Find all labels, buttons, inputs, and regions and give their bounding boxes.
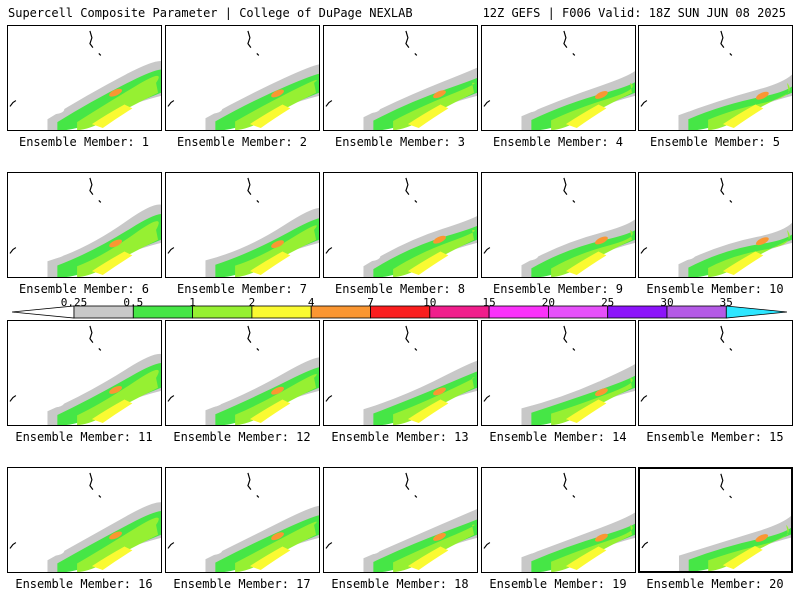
ensemble-member-map[interactable] [481,25,636,131]
map-plot [325,30,477,130]
ensemble-member-label: Ensemble Member: 18 [331,577,469,591]
ensemble-member-map[interactable] [165,467,320,573]
model-run-info: 12Z GEFS | F006 Valid: 18Z SUN JUN 08 20… [482,6,786,20]
colorbar-tick-label: 0.5 [123,296,144,309]
ensemble-member-map[interactable] [638,467,793,573]
ensemble-member-map[interactable] [165,25,320,131]
map-plot [640,30,792,130]
colorbar-tick-label: 1 [189,296,196,309]
ensemble-member-map[interactable] [7,172,162,278]
colorbar-tick-label: 2 [248,296,256,309]
ensemble-member-map[interactable] [481,320,636,426]
ensemble-member-map[interactable] [323,25,478,131]
map-plot [483,177,635,277]
ensemble-member-map[interactable] [165,320,320,426]
ensemble-member-label: Ensemble Member: 20 [646,577,784,591]
ensemble-member-label: Ensemble Member: 1 [18,135,150,149]
map-plot [640,325,733,402]
colorbar-segment [607,305,668,319]
ensemble-member-map[interactable] [481,172,636,278]
map-plot [167,30,319,130]
ensemble-member-label: Ensemble Member: 19 [489,577,627,591]
colorbar-segment [370,305,431,319]
ensemble-member-label: Ensemble Member: 15 [646,430,784,444]
ensemble-member-label: Ensemble Member: 10 [646,282,784,296]
ensemble-member-label: Ensemble Member: 14 [489,430,627,444]
ensemble-member-label: Ensemble Member: 11 [15,430,153,444]
ensemble-member-map[interactable] [323,320,478,426]
colorbar-tick-label: 35 [719,296,733,309]
colorbar-segment [548,305,609,319]
map-plot [167,177,319,277]
ensemble-member-label: Ensemble Member: 2 [176,135,308,149]
colorbar-tick-label: 4 [307,296,315,309]
map-plot [9,30,161,130]
ensemble-member-label: Ensemble Member: 13 [331,430,469,444]
ensemble-member-label: Ensemble Member: 5 [649,135,781,149]
ensemble-member-map[interactable] [323,172,478,278]
ensemble-member-label: Ensemble Member: 3 [334,135,466,149]
ensemble-member-map[interactable] [638,320,793,426]
ensemble-member-label: Ensemble Member: 8 [334,282,466,296]
ensemble-member-map[interactable] [638,172,793,278]
colorbar-segment [488,305,549,319]
ensemble-member-label: Ensemble Member: 12 [173,430,311,444]
colorbar-arrow-high [725,305,787,319]
colorbar-segment [310,305,371,319]
color-scale-bar [12,305,787,319]
map-plot [483,325,635,425]
ensemble-member-label: Ensemble Member: 6 [18,282,150,296]
map-plot [483,472,635,572]
map-plot [167,472,319,572]
colorbar-segment [192,305,253,319]
ensemble-member-map[interactable] [481,467,636,573]
map-plot [325,177,477,277]
colorbar-segment [251,305,312,319]
map-plot [325,472,477,572]
colorbar-tick-label: 20 [541,296,556,309]
map-plot [483,30,635,130]
map-plot [641,473,791,571]
colorbar-tick-label: 25 [601,296,615,309]
ensemble-member-label: Ensemble Member: 9 [492,282,624,296]
colorbar-tick-label: 7 [367,296,374,309]
ensemble-member-map[interactable] [323,467,478,573]
ensemble-member-map[interactable] [638,25,793,131]
ensemble-member-map[interactable] [7,467,162,573]
ensemble-member-map[interactable] [165,172,320,278]
colorbar-tick-label: 10 [423,296,437,309]
map-plot [9,177,161,277]
colorbar-segment [666,305,727,319]
map-plot [640,177,792,277]
ensemble-member-label: Ensemble Member: 16 [15,577,153,591]
ensemble-member-label: Ensemble Member: 7 [176,282,308,296]
page-title: Supercell Composite Parameter | College … [8,6,413,20]
ensemble-member-map[interactable] [7,25,162,131]
map-plot [9,472,161,572]
map-plot [325,325,477,425]
colorbar-tick-label: 30 [660,296,674,309]
ensemble-member-label: Ensemble Member: 17 [173,577,311,591]
ensemble-member-map[interactable] [7,320,162,426]
colorbar-tick-label: 15 [482,296,496,309]
map-plot [167,325,319,425]
map-plot [9,325,161,425]
colorbar-tick-label: 0.25 [60,296,88,309]
colorbar-segment [429,305,490,319]
ensemble-member-label: Ensemble Member: 4 [492,135,624,149]
